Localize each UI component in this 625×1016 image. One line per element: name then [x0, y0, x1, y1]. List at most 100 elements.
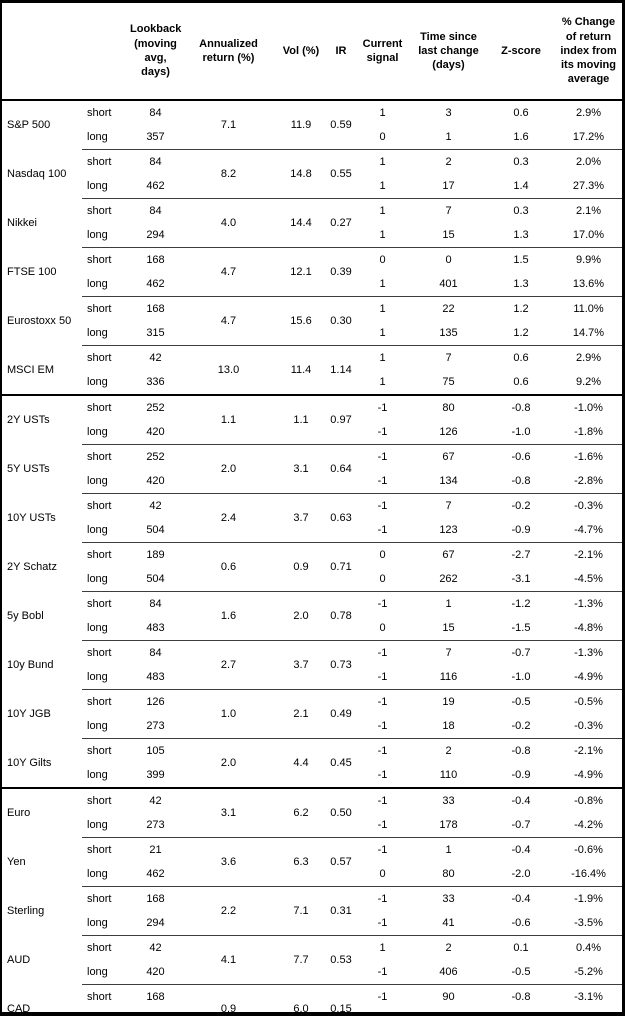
- cell-asset-name: 5Y USTs: [7, 463, 50, 475]
- table-row: 10Y JGB short 126 1.0 2.1 0.49 -1 19 -0.5 -0.5%: [2, 689, 622, 739]
- cell-horizon: short: [87, 156, 112, 168]
- cell-z-score: -2.7: [511, 549, 531, 561]
- cell-vol: 2.1: [275, 689, 327, 739]
- cell-annualized-return: 8.2: [182, 149, 275, 199]
- cell-current-signal: -1: [377, 795, 388, 807]
- cell-pct-change: 11.0%: [573, 303, 604, 315]
- cell-ir: 0.45: [327, 738, 355, 789]
- cell-current-signal: -1: [377, 893, 388, 905]
- cell-horizon: short: [87, 500, 112, 512]
- cell-lookback: 42: [149, 352, 162, 364]
- cell-ir: 0.30: [327, 296, 355, 346]
- cell-pct-change: -4.2%: [555, 813, 622, 838]
- cell-pct-change: -3.1%: [574, 991, 603, 1003]
- cell-current-signal: -1: [377, 745, 388, 757]
- cell-asset-name: Yen: [7, 856, 26, 868]
- cell-time-since: 0: [445, 254, 452, 266]
- cell-ir: 0.31: [327, 886, 355, 936]
- table-row: long 420 -1 126 -1.0 -1.8%: [2, 420, 622, 445]
- cell-time-since: 262: [410, 567, 487, 592]
- cell-current-signal: 1: [379, 303, 386, 315]
- table-row: long 336 1 75 0.6 9.2%: [2, 370, 622, 396]
- cell-horizon: long: [82, 616, 129, 641]
- table-row: long 273 -1 18 -0.2 -0.3%: [2, 714, 622, 739]
- cell-asset-name: FTSE 100: [7, 266, 57, 278]
- cell-lookback: 399: [129, 763, 182, 789]
- cell-horizon: long: [82, 272, 129, 297]
- cell-current-signal: 0: [355, 125, 410, 150]
- cell-z-score: -0.8: [487, 469, 555, 494]
- cell-horizon: short: [87, 451, 112, 463]
- table-row: 2Y USTs short 252 1.1 1.1 0.97 -1 80 -0.8 -1.0%: [2, 395, 622, 445]
- table-row: MSCI EM short 42 13.0 11.4 1.14 1 7 0.6 2.9%: [2, 345, 622, 396]
- cell-horizon: short: [87, 402, 112, 414]
- cell-annualized-return: 0.6: [182, 542, 275, 592]
- cell-z-score: 0.3: [513, 156, 529, 168]
- cell-current-signal: -1: [355, 518, 410, 543]
- cell-time-since: 80: [442, 402, 455, 414]
- table-body: S&P 500 short 84 7.1 11.9 0.59 1 3 0.6 2.9% long 35…: [2, 100, 622, 1015]
- cell-pct-change: -0.6%: [574, 844, 603, 856]
- cell-annualized-return: 1.6: [182, 591, 275, 641]
- cell-asset-name: 10Y JGB: [7, 708, 51, 720]
- cell-time-since: 33: [442, 795, 455, 807]
- cell-pct-change: -4.9%: [555, 665, 622, 690]
- header-row: Lookback (moving avg, days) Annualized r…: [2, 3, 622, 101]
- cell-annualized-return: 3.6: [182, 837, 275, 887]
- cell-pct-change: 27.3%: [555, 174, 622, 199]
- cell-lookback: 462: [129, 174, 182, 199]
- table-row: long 483 0 15 -1.5 -4.8%: [2, 616, 622, 641]
- cell-time-since: 1: [410, 125, 487, 150]
- cell-vol: 3.1: [275, 444, 327, 494]
- cell-lookback: 84: [149, 107, 162, 119]
- cell-z-score: 1.4: [487, 174, 555, 199]
- cell-horizon: long: [82, 125, 129, 150]
- cell-horizon: long: [82, 911, 129, 936]
- cell-pct-change: -1.9%: [574, 893, 603, 905]
- cell-current-signal: 0: [379, 254, 386, 266]
- cell-lookback: 42: [149, 795, 162, 807]
- cell-lookback: 21: [149, 844, 162, 856]
- cell-horizon: long: [82, 370, 129, 396]
- cell-current-signal: 1: [355, 321, 410, 346]
- cell-horizon: long: [82, 420, 129, 445]
- cell-pct-change: -16.4%: [555, 862, 622, 887]
- cell-pct-change: -3.5%: [555, 911, 622, 936]
- col-header-lookback: Lookback (moving avg, days): [129, 3, 182, 101]
- cell-asset-name: Nikkei: [7, 217, 37, 229]
- cell-current-signal: 1: [379, 352, 386, 364]
- cell-ir: 0.55: [327, 149, 355, 199]
- cell-current-signal: 1: [379, 107, 386, 119]
- cell-ir: 0.49: [327, 689, 355, 739]
- cell-z-score: -0.7: [487, 813, 555, 838]
- cell-asset-name: 5y Bobl: [7, 610, 44, 622]
- cell-time-since: 123: [410, 518, 487, 543]
- cell-pct-change: 2.1%: [575, 205, 602, 217]
- cell-z-score: -0.8: [511, 991, 531, 1003]
- cell-time-since: 67: [442, 451, 455, 463]
- cell-lookback: 84: [149, 205, 162, 217]
- cell-horizon: long: [82, 174, 129, 199]
- table-row: long 273 -1 178 -0.7 -4.2%: [2, 813, 622, 838]
- cell-z-score: 1.2: [487, 321, 555, 346]
- cell-current-signal: -1: [377, 647, 388, 659]
- table-row: long 462 0 80 -2.0 -16.4%: [2, 862, 622, 887]
- cell-pct-change: -2.1%: [574, 549, 603, 561]
- cell-lookback: 168: [146, 991, 165, 1003]
- cell-current-signal: 1: [379, 156, 386, 168]
- cell-horizon: long: [82, 862, 129, 887]
- cell-time-since: 135: [410, 321, 487, 346]
- cell-asset-name: CAD: [7, 1002, 31, 1015]
- cell-horizon: short: [87, 795, 112, 807]
- cell-time-since: 1: [445, 598, 452, 610]
- cell-current-signal: 1: [355, 370, 410, 396]
- table-row: long 504 -1 123 -0.9 -4.7%: [2, 518, 622, 543]
- cell-time-since: 126: [410, 420, 487, 445]
- cell-horizon: long: [82, 714, 129, 739]
- cell-current-signal: -1: [355, 911, 410, 936]
- cell-lookback: 105: [146, 745, 165, 757]
- cell-lookback: 315: [129, 321, 182, 346]
- cell-z-score: -0.4: [511, 844, 531, 856]
- cell-lookback: 84: [149, 598, 162, 610]
- cell-time-since: 15: [410, 223, 487, 248]
